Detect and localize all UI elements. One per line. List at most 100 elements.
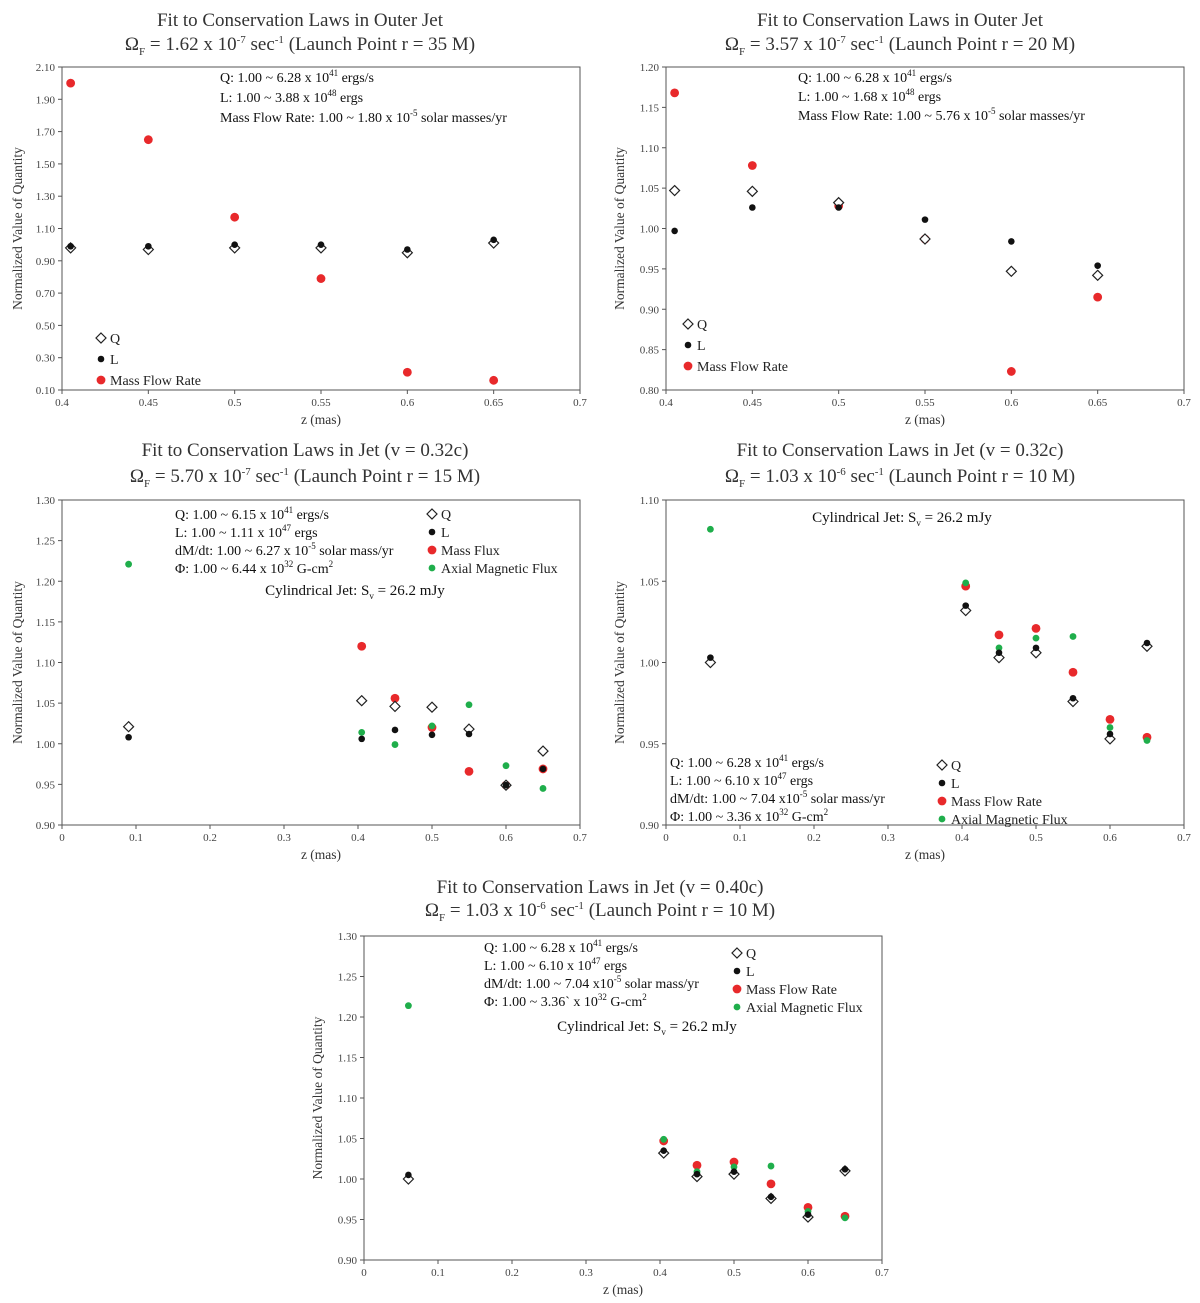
data-point-l: [1106, 730, 1114, 738]
legend-marker-q: [936, 759, 948, 771]
x-tick-label: 0.5: [425, 832, 439, 844]
cylindrical-jet-label: Cylindrical Jet: Sv = 26.2 mJy: [812, 510, 992, 528]
data-point-axial-magnetic-flux: [125, 560, 132, 568]
legend-label-l: L: [697, 339, 706, 354]
legend-label-q: Q: [746, 947, 756, 962]
data-point-l: [1143, 639, 1151, 647]
legend-marker-l: [684, 341, 692, 349]
legend-marker-axial-magnetic-flux: [733, 1003, 741, 1011]
y-tick-label: 0.95: [640, 264, 660, 276]
data-point-l: [804, 1211, 812, 1218]
x-tick-label: 0.7: [1177, 397, 1191, 409]
x-tick-label: 0: [59, 832, 65, 844]
annotation-line: Mass Flow Rate: 1.00 ~ 1.80 x 10-5 solar…: [220, 108, 507, 126]
x-tick-label: 0.4: [659, 397, 673, 409]
y-tick-label: 1.30: [36, 495, 56, 507]
chart-panel-3: Fit to Conservation Laws in Jet (v = 0.3…: [0, 430, 600, 862]
x-axis-label: z (mas): [603, 1282, 643, 1297]
data-point-l: [693, 1170, 701, 1178]
x-tick-label: 0.65: [1088, 397, 1108, 409]
data-point-l: [767, 1193, 775, 1201]
data-point-mass-flow-rate: [1093, 292, 1103, 302]
y-tick-label: 1.05: [640, 183, 660, 195]
data-point-l: [391, 726, 399, 734]
legend-label-q: Q: [110, 332, 120, 347]
y-tick-label: 1.30: [338, 931, 358, 943]
x-tick-label: 0.4: [653, 1267, 667, 1279]
chart-panel-2: Fit to Conservation Laws in Outer Jet ΩF …: [600, 0, 1200, 430]
y-tick-label: 0.70: [36, 288, 56, 300]
legend-marker-mass-flow-rate: [683, 361, 693, 371]
legend-label-mass-flow-rate: Mass Flow Rate: [697, 360, 788, 375]
y-axis-label: Normalized Value of Quantity: [10, 581, 25, 744]
data-point-axial-magnetic-flux: [707, 525, 714, 533]
x-tick-label: 0.6: [1103, 832, 1117, 844]
legend-marker-l: [938, 779, 946, 787]
x-axis-label: z (mas): [301, 412, 341, 427]
chart-title: Fit to Conservation Laws in Jet (v = 0.3…: [142, 440, 469, 461]
legend-label-mass-flow-rate: Mass Flow Rate: [110, 374, 201, 389]
data-point-axial-magnetic-flux: [660, 1135, 668, 1143]
chart-title: Fit to Conservation Laws in Jet (v = 0.4…: [437, 877, 764, 898]
data-point-axial-magnetic-flux: [391, 741, 399, 748]
legend-marker-l: [733, 967, 741, 975]
x-tick-label: 0.5: [727, 1267, 741, 1279]
data-point-mass-flow-rate: [1105, 714, 1115, 724]
y-tick-label: 1.05: [36, 698, 56, 710]
y-axis-label: Normalized Value of Quantity: [612, 581, 627, 744]
legend-marker-q: [731, 947, 743, 959]
legend-marker-axial-magnetic-flux: [428, 564, 436, 572]
data-point-axial-magnetic-flux: [539, 785, 547, 792]
data-point-axial-magnetic-flux: [502, 762, 510, 770]
cylindrical-jet-label: Cylindrical Jet: Sv = 26.2 mJy: [265, 583, 445, 601]
annotation-line: dM/dt: 1.00 ~ 7.04 x10-5 solar mass/yr: [484, 974, 699, 992]
x-tick-label: 0.1: [733, 832, 747, 844]
legend-marker-mass-flow-rate: [937, 796, 947, 806]
data-point-l: [671, 227, 678, 235]
annotation-line: Mass Flow Rate: 1.00 ~ 5.76 x 10-5 solar…: [798, 106, 1085, 124]
annotation-line: Q: 1.00 ~ 6.28 x 1041 ergs/s: [670, 753, 824, 771]
x-tick-label: 0.1: [431, 1267, 445, 1279]
data-point-axial-magnetic-flux: [995, 644, 1003, 652]
data-point-axial-magnetic-flux: [1106, 724, 1114, 731]
legend-label-mass-flux: Mass Flux: [441, 544, 500, 559]
y-axis-label: Normalized Value of Quantity: [10, 147, 25, 310]
data-point-mass-flow-rate: [766, 1179, 776, 1189]
x-tick-label: 0: [361, 1267, 367, 1279]
y-tick-label: 1.15: [338, 1053, 358, 1065]
data-point-mass-flow-rate: [994, 630, 1004, 640]
data-point-mass-flow-rate: [316, 274, 326, 283]
data-point-q: [1091, 269, 1104, 282]
data-point-l: [405, 1171, 412, 1179]
y-tick-label: 1.00: [338, 1174, 358, 1186]
x-tick-label: 0.6: [400, 397, 414, 409]
data-point-mass-flux: [464, 766, 474, 776]
x-tick-label: 0.4: [55, 397, 69, 409]
legend-label-axial-magnetic-flux: Axial Magnetic Flux: [441, 562, 558, 577]
data-point-q: [959, 604, 972, 617]
data-point-mass-flow-rate: [489, 375, 499, 385]
y-axis-label: Normalized Value of Quantity: [310, 1016, 325, 1179]
data-point-l: [404, 246, 411, 253]
data-point-l: [539, 765, 547, 773]
data-point-axial-magnetic-flux: [465, 701, 473, 709]
y-tick-label: 0.50: [36, 320, 56, 332]
legend-marker-mass-flux: [427, 545, 437, 555]
x-tick-label: 0.45: [139, 397, 159, 409]
x-tick-label: 0.5: [1029, 832, 1043, 844]
data-point-q: [389, 700, 401, 713]
legend-marker-mass-flow-rate: [732, 984, 742, 994]
chart-panel-1: Fit to Conservation Laws in Outer Jet ΩF …: [0, 0, 600, 430]
data-point-mass-flow-rate: [692, 1160, 702, 1170]
y-tick-label: 1.10: [640, 143, 660, 155]
x-axis-label: z (mas): [905, 847, 945, 862]
chart-subtitle: ΩF = 1.03 x 10-6 sec-1 (Launch Point r =…: [425, 900, 775, 924]
data-point-l: [841, 1165, 849, 1173]
legend-marker-q: [95, 332, 107, 344]
x-tick-label: 0.7: [573, 832, 587, 844]
data-point-mass-flow-rate: [747, 161, 757, 170]
data-point-q: [704, 656, 717, 669]
y-tick-label: 2.10: [36, 62, 56, 74]
legend-label-l: L: [951, 777, 960, 792]
legend-label-q: Q: [951, 759, 961, 774]
